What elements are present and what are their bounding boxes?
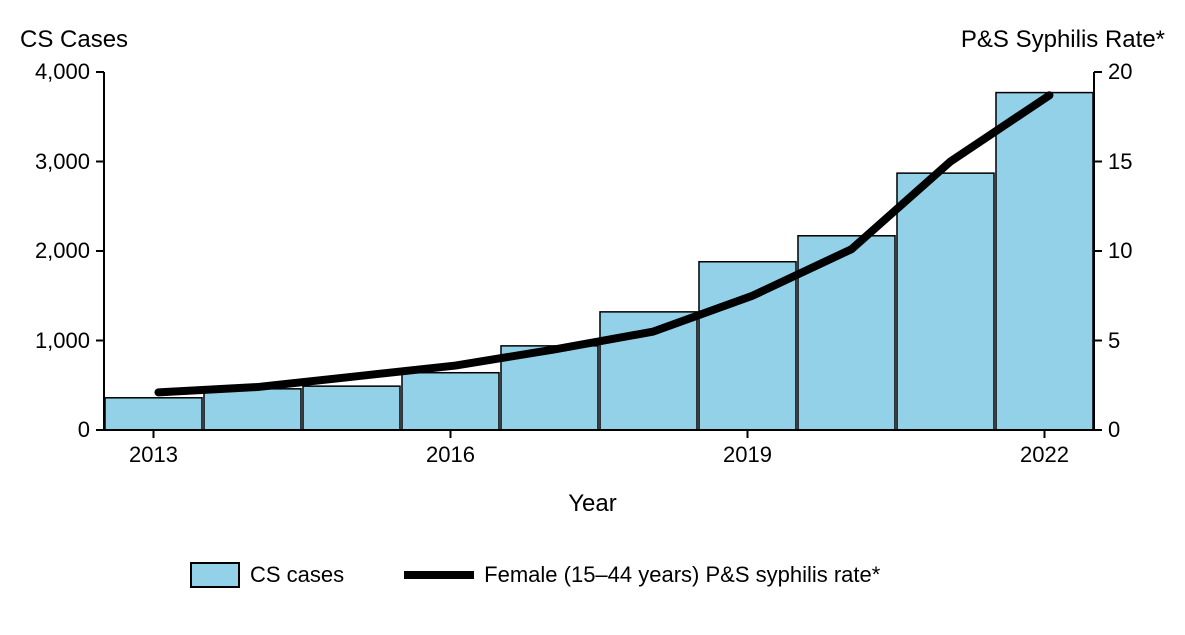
legend-item-bars: CS cases xyxy=(190,562,344,588)
bar xyxy=(996,93,1093,430)
x-tick-label: 2019 xyxy=(708,442,788,468)
chart-container: CS Cases P&S Syphilis Rate* 01,0002,0003… xyxy=(0,0,1185,635)
legend-bar-label: CS cases xyxy=(250,562,344,588)
y2-tick-label: 15 xyxy=(1108,149,1132,175)
legend: CS cases Female (15–44 years) P&S syphil… xyxy=(190,562,880,588)
bar xyxy=(897,173,994,430)
bar xyxy=(699,262,796,430)
y1-tick-label: 1,000 xyxy=(35,328,90,354)
legend-swatch-line xyxy=(404,571,474,579)
bar xyxy=(204,389,301,430)
x-axis-label: Year xyxy=(0,490,1185,518)
y1-tick-label: 0 xyxy=(78,417,90,443)
legend-line-label: Female (15–44 years) P&S syphilis rate* xyxy=(484,562,880,588)
y2-tick-label: 20 xyxy=(1108,59,1132,85)
bar xyxy=(105,398,202,430)
legend-item-line: Female (15–44 years) P&S syphilis rate* xyxy=(404,562,880,588)
y1-tick-label: 4,000 xyxy=(35,59,90,85)
legend-swatch-bar xyxy=(190,562,240,588)
x-tick-label: 2022 xyxy=(1005,442,1085,468)
y2-tick-label: 10 xyxy=(1108,238,1132,264)
y1-tick-label: 2,000 xyxy=(35,238,90,264)
y2-tick-label: 5 xyxy=(1108,328,1120,354)
bar xyxy=(402,373,499,430)
x-tick-label: 2013 xyxy=(114,442,194,468)
chart-svg xyxy=(0,0,1185,500)
x-tick-label: 2016 xyxy=(411,442,491,468)
y1-tick-label: 3,000 xyxy=(35,149,90,175)
y2-tick-label: 0 xyxy=(1108,417,1120,443)
bar xyxy=(303,386,400,430)
